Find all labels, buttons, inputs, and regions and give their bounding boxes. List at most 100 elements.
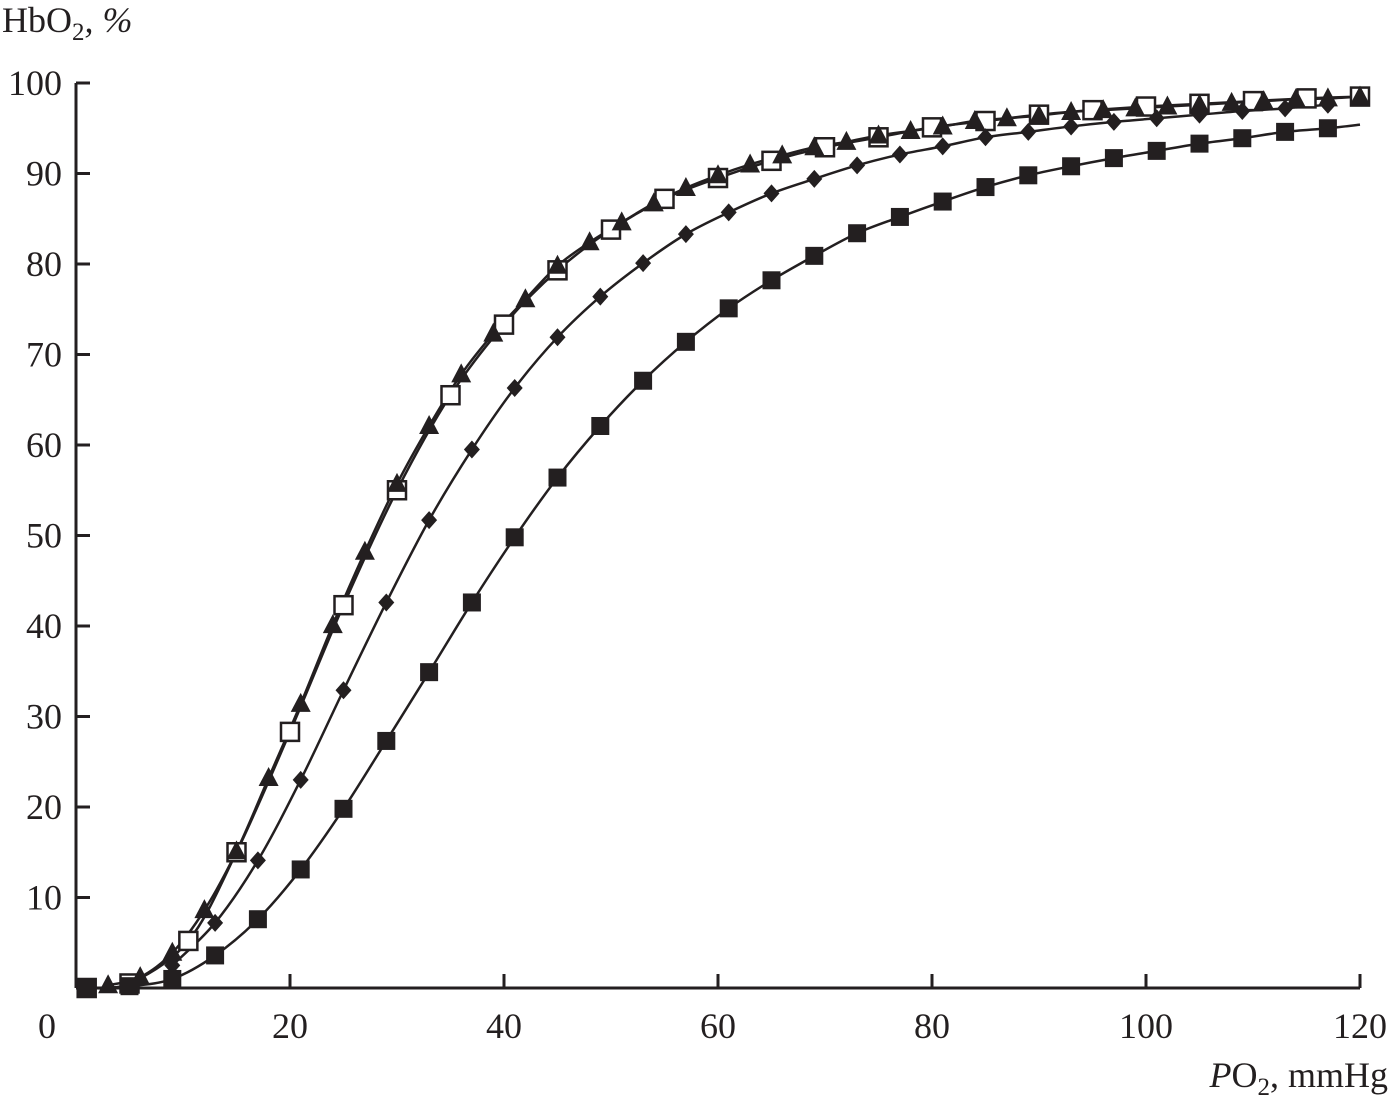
data-point-diamond [378, 593, 395, 612]
data-point-diamond [1234, 102, 1251, 121]
data-point-square [591, 416, 610, 435]
data-point-diamond [677, 225, 694, 244]
data-point-diamond [249, 851, 266, 870]
data-point-square [548, 468, 567, 487]
origin-label: 0 [38, 1006, 56, 1046]
y-tick-label: 40 [26, 606, 62, 646]
x-tick-label: 40 [486, 1006, 522, 1046]
data-point-open-square [333, 594, 354, 616]
markers [76, 85, 1371, 999]
data-point-triangle [515, 288, 536, 308]
data-point-triangle [1093, 99, 1114, 119]
data-point-triangle [708, 164, 728, 184]
y-tick-label: 70 [26, 335, 62, 375]
data-point-triangle [419, 414, 440, 434]
y-tick-label: 20 [26, 787, 62, 827]
data-point-diamond [164, 956, 181, 975]
data-point-square [163, 969, 182, 988]
x-axis-label: PO2, mmHg [1208, 1055, 1388, 1101]
data-point-diamond [592, 287, 609, 306]
data-point-triangle [900, 119, 921, 139]
data-point-square [719, 299, 738, 318]
x-tick-label: 80 [914, 1006, 950, 1046]
data-point-diamond [1277, 99, 1294, 118]
y-tick-label: 90 [26, 154, 62, 194]
data-point-diamond [1020, 122, 1037, 141]
data-point-triangle [290, 692, 311, 712]
data-point-square [890, 207, 909, 226]
data-point-triangle [226, 840, 247, 860]
axes: 10 20 30 40 50 60 70 80 90 100 20 40 60 80 100 120 [8, 63, 1387, 1046]
y-tick-label: 60 [26, 425, 62, 465]
data-point-triangle [932, 115, 953, 135]
data-point-square [848, 224, 867, 243]
data-point-square [1019, 166, 1038, 185]
y-tick-label: 10 [26, 878, 62, 918]
data-point-diamond [849, 156, 866, 175]
data-point-triangle [1350, 85, 1370, 105]
data-point-diamond [891, 145, 908, 164]
data-point-triangle [579, 231, 600, 251]
y-tick-label: 100 [8, 63, 62, 103]
x-tick-label: 100 [1119, 1006, 1173, 1046]
data-point-square [1276, 122, 1295, 141]
x-tick-label: 20 [272, 1006, 308, 1046]
data-point-triangle [483, 322, 504, 342]
data-point-diamond [549, 328, 566, 347]
data-point-triangle [1029, 104, 1049, 124]
data-point-square [206, 946, 225, 965]
data-point-square [933, 192, 952, 211]
data-point-square [120, 977, 139, 996]
data-point-square [420, 663, 439, 682]
data-point-open-square [493, 314, 515, 335]
data-point-triangle [868, 124, 889, 144]
data-point-open-square [279, 721, 301, 743]
curves [86, 95, 1361, 990]
data-point-triangle [1061, 100, 1082, 120]
data-point-triangle [162, 941, 183, 961]
curve-triangle [107, 95, 1361, 987]
x-tick-label: 60 [700, 1006, 736, 1046]
data-point-triangle [964, 110, 985, 130]
data-point-triangle [322, 614, 343, 634]
data-point-triangle [547, 254, 568, 274]
data-point-square [1062, 157, 1081, 176]
y-axis-label: HbO2, % [2, 0, 133, 46]
data-point-triangle [98, 974, 119, 994]
data-point-square [976, 178, 995, 197]
data-point-diamond [506, 378, 523, 397]
x-tick-label: 120 [1333, 1006, 1387, 1046]
data-point-square [634, 371, 653, 390]
data-point-square [1233, 129, 1252, 148]
data-point-open-square [178, 930, 199, 952]
data-point-triangle [772, 144, 793, 164]
data-point-square [248, 910, 267, 929]
data-point-triangle [387, 472, 407, 492]
data-point-square [462, 593, 481, 612]
data-point-diamond [1319, 95, 1336, 114]
data-point-triangle [804, 136, 825, 156]
data-point-diamond [635, 254, 652, 273]
curve-open-square [86, 95, 1361, 990]
data-point-triangle [194, 899, 215, 919]
data-point-diamond [763, 184, 780, 203]
data-point-triangle [836, 130, 857, 150]
data-point-diamond [934, 137, 951, 156]
data-point-diamond [207, 913, 224, 932]
data-point-triangle [1285, 88, 1306, 108]
data-point-triangle [675, 176, 696, 196]
data-point-square [334, 799, 353, 818]
data-point-diamond [1063, 117, 1080, 136]
data-point-square [505, 528, 524, 547]
data-point-diamond [977, 128, 994, 147]
data-point-diamond [806, 169, 823, 188]
data-point-triangle [1253, 90, 1274, 110]
data-point-triangle [354, 540, 375, 560]
data-point-diamond [292, 770, 309, 789]
data-point-triangle [1125, 97, 1146, 117]
data-point-triangle [451, 363, 472, 383]
data-point-triangle [1189, 93, 1210, 113]
data-point-diamond [1148, 109, 1165, 128]
data-point-diamond [421, 511, 438, 530]
curve-square [86, 123, 1361, 990]
